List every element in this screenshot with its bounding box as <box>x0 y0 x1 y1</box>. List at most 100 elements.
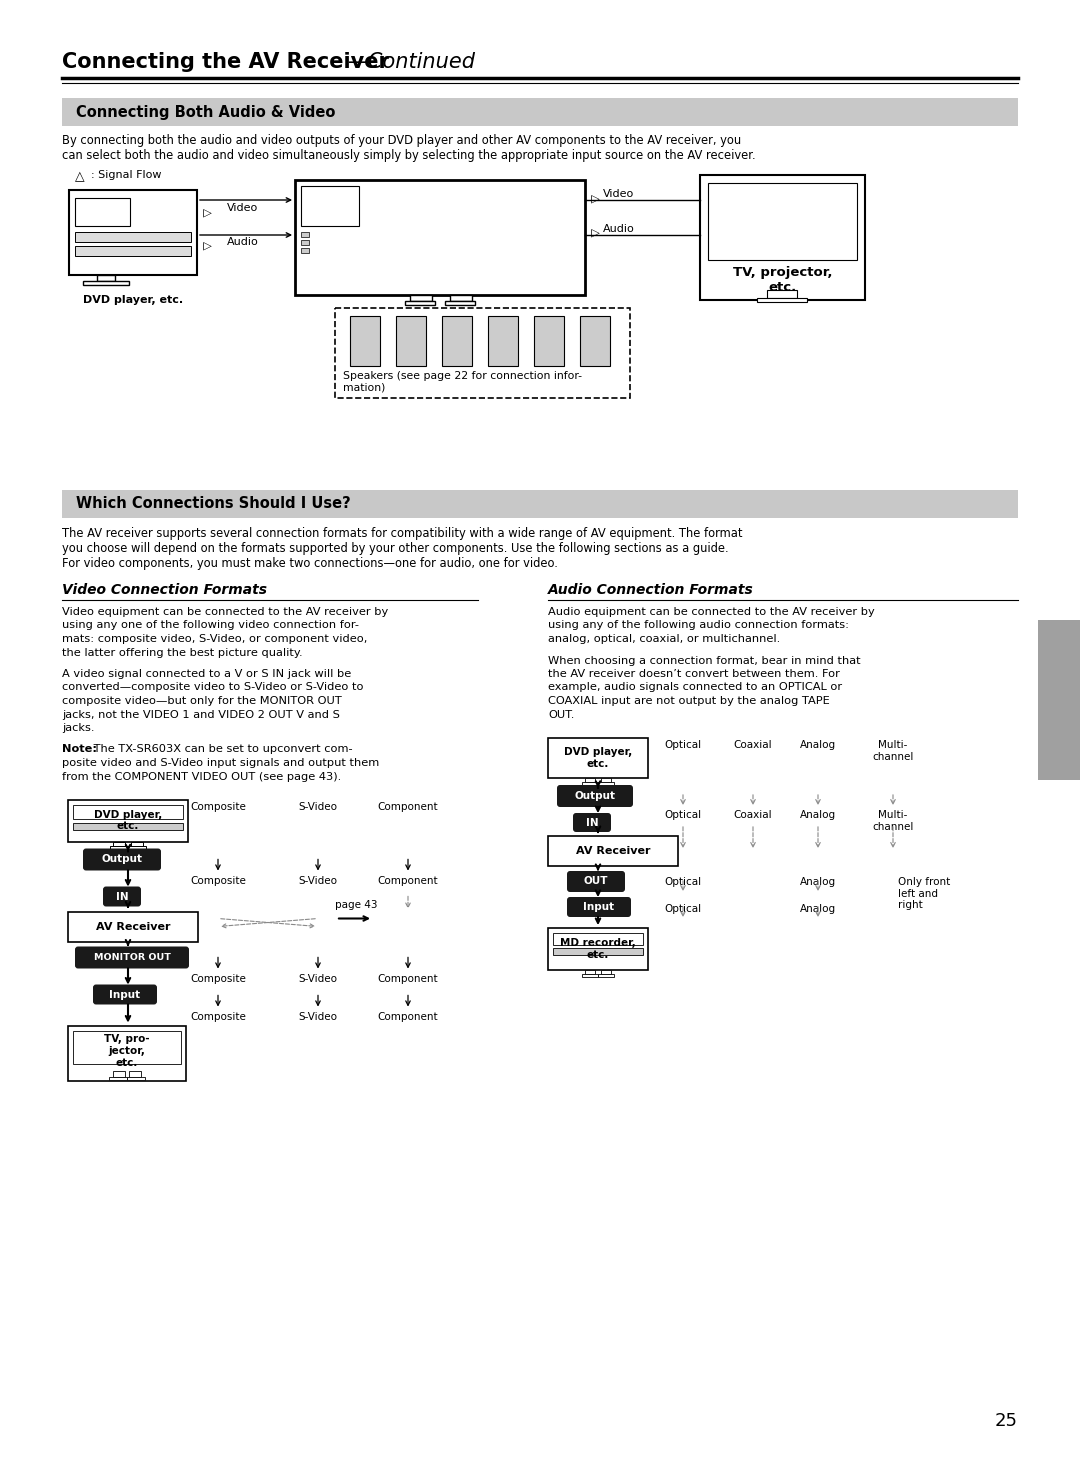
Circle shape <box>384 230 393 239</box>
Bar <box>68 800 188 841</box>
Text: analog, optical, coaxial, or multichannel.: analog, optical, coaxial, or multichanne… <box>548 634 780 644</box>
Text: When choosing a connection format, bear in mind that: When choosing a connection format, bear … <box>548 656 861 665</box>
Text: Analog: Analog <box>800 740 836 750</box>
FancyBboxPatch shape <box>567 897 631 918</box>
Text: composite video—but only for the MONITOR OUT: composite video—but only for the MONITOR… <box>62 696 341 706</box>
Text: △: △ <box>202 208 212 216</box>
Text: DVD player,
etc.: DVD player, etc. <box>94 810 162 831</box>
Bar <box>62 98 1018 126</box>
Circle shape <box>408 261 420 275</box>
Text: example, audio signals connected to an OPTICAL or: example, audio signals connected to an O… <box>548 683 842 693</box>
Text: S-Video: S-Video <box>298 802 337 812</box>
Bar <box>600 970 611 973</box>
Bar <box>301 239 309 245</box>
Text: mats: composite video, S-Video, or component video,: mats: composite video, S-Video, or compo… <box>62 634 367 644</box>
Text: AV Receiver: AV Receiver <box>96 922 171 932</box>
Text: Composite: Composite <box>190 973 246 984</box>
Text: IN: IN <box>116 891 129 901</box>
Text: Video equipment can be connected to the AV receiver by: Video equipment can be connected to the … <box>62 606 388 617</box>
Text: TV, pro-
jector,
etc.: TV, pro- jector, etc. <box>104 1035 150 1067</box>
Bar <box>69 189 197 275</box>
Bar <box>553 948 643 956</box>
Text: you choose will depend on the formats supported by your other components. Use th: you choose will depend on the formats su… <box>62 542 729 555</box>
Text: IN: IN <box>585 818 598 828</box>
Bar <box>127 1076 145 1079</box>
Bar <box>301 232 309 236</box>
Bar <box>113 841 125 846</box>
Circle shape <box>441 230 449 239</box>
Text: posite video and S-Video input signals and output them: posite video and S-Video input signals a… <box>62 757 379 768</box>
Text: Audio Connection Formats: Audio Connection Formats <box>548 583 754 597</box>
Bar <box>548 928 648 970</box>
Circle shape <box>495 211 555 272</box>
FancyBboxPatch shape <box>75 947 189 969</box>
Bar <box>350 316 380 366</box>
Text: Connecting Both Audio & Video: Connecting Both Audio & Video <box>76 104 336 119</box>
Text: Analog: Analog <box>800 904 836 915</box>
Bar <box>580 316 610 366</box>
Circle shape <box>413 230 421 239</box>
Bar <box>97 275 114 280</box>
Circle shape <box>386 261 399 275</box>
Text: the AV receiver doesn’t convert between them. For: the AV receiver doesn’t convert between … <box>548 669 840 680</box>
Bar <box>553 934 643 945</box>
Text: Video Connection Formats: Video Connection Formats <box>62 583 267 597</box>
Text: Optical: Optical <box>664 876 702 887</box>
Text: Optical: Optical <box>664 904 702 915</box>
Text: : Signal Flow: : Signal Flow <box>91 170 162 181</box>
Text: Output: Output <box>575 791 616 802</box>
Bar <box>129 1070 141 1076</box>
Bar <box>757 298 807 302</box>
Bar <box>73 804 183 819</box>
Bar <box>113 1070 125 1076</box>
Bar <box>110 846 129 849</box>
Bar <box>396 316 426 366</box>
Bar <box>450 295 472 301</box>
Text: DVD player,
etc.: DVD player, etc. <box>564 747 632 769</box>
Text: MD recorder,
etc.: MD recorder, etc. <box>561 938 636 960</box>
Bar <box>582 782 598 785</box>
Bar <box>75 198 130 226</box>
Bar <box>301 248 309 252</box>
Bar <box>75 232 191 242</box>
Text: Component: Component <box>378 1011 438 1022</box>
Text: Input: Input <box>583 901 615 912</box>
Bar <box>129 846 146 849</box>
Text: Coaxial: Coaxial <box>733 810 772 821</box>
Text: from the COMPONENT VIDEO OUT (see page 43).: from the COMPONENT VIDEO OUT (see page 4… <box>62 772 341 781</box>
Text: Analog: Analog <box>800 810 836 821</box>
Text: △: △ <box>590 228 600 236</box>
Text: Composite: Composite <box>190 802 246 812</box>
Bar <box>548 835 678 866</box>
FancyBboxPatch shape <box>567 871 625 893</box>
Bar <box>585 970 595 973</box>
Text: OUT.: OUT. <box>548 709 575 719</box>
Bar <box>442 316 472 366</box>
Bar <box>488 316 518 366</box>
Bar <box>585 778 595 782</box>
Text: 25: 25 <box>995 1412 1018 1430</box>
FancyBboxPatch shape <box>557 785 633 807</box>
Bar <box>301 186 359 226</box>
Bar <box>68 1026 186 1080</box>
Text: Component: Component <box>378 875 438 885</box>
Text: The AV receiver supports several connection formats for compatibility with a wid: The AV receiver supports several connect… <box>62 527 743 540</box>
Text: can select both the audio and video simultaneously simply by selecting the appro: can select both the audio and video simu… <box>62 148 756 161</box>
Bar <box>410 295 432 301</box>
Bar <box>700 175 865 299</box>
Text: For video components, you must make two connections—one for audio, one for video: For video components, you must make two … <box>62 556 558 570</box>
Text: using any of the following audio connection formats:: using any of the following audio connect… <box>548 621 849 630</box>
Bar <box>598 973 615 978</box>
FancyBboxPatch shape <box>93 985 157 1004</box>
Bar <box>598 782 615 785</box>
Circle shape <box>505 222 545 261</box>
FancyBboxPatch shape <box>573 813 611 832</box>
Circle shape <box>430 261 442 275</box>
Bar <box>335 308 630 398</box>
Bar <box>73 822 183 829</box>
Text: Coaxial: Coaxial <box>733 740 772 750</box>
Text: Audio: Audio <box>603 225 635 233</box>
Text: Analog: Analog <box>800 876 836 887</box>
Bar <box>109 1076 127 1079</box>
Text: page 43: page 43 <box>335 900 377 910</box>
